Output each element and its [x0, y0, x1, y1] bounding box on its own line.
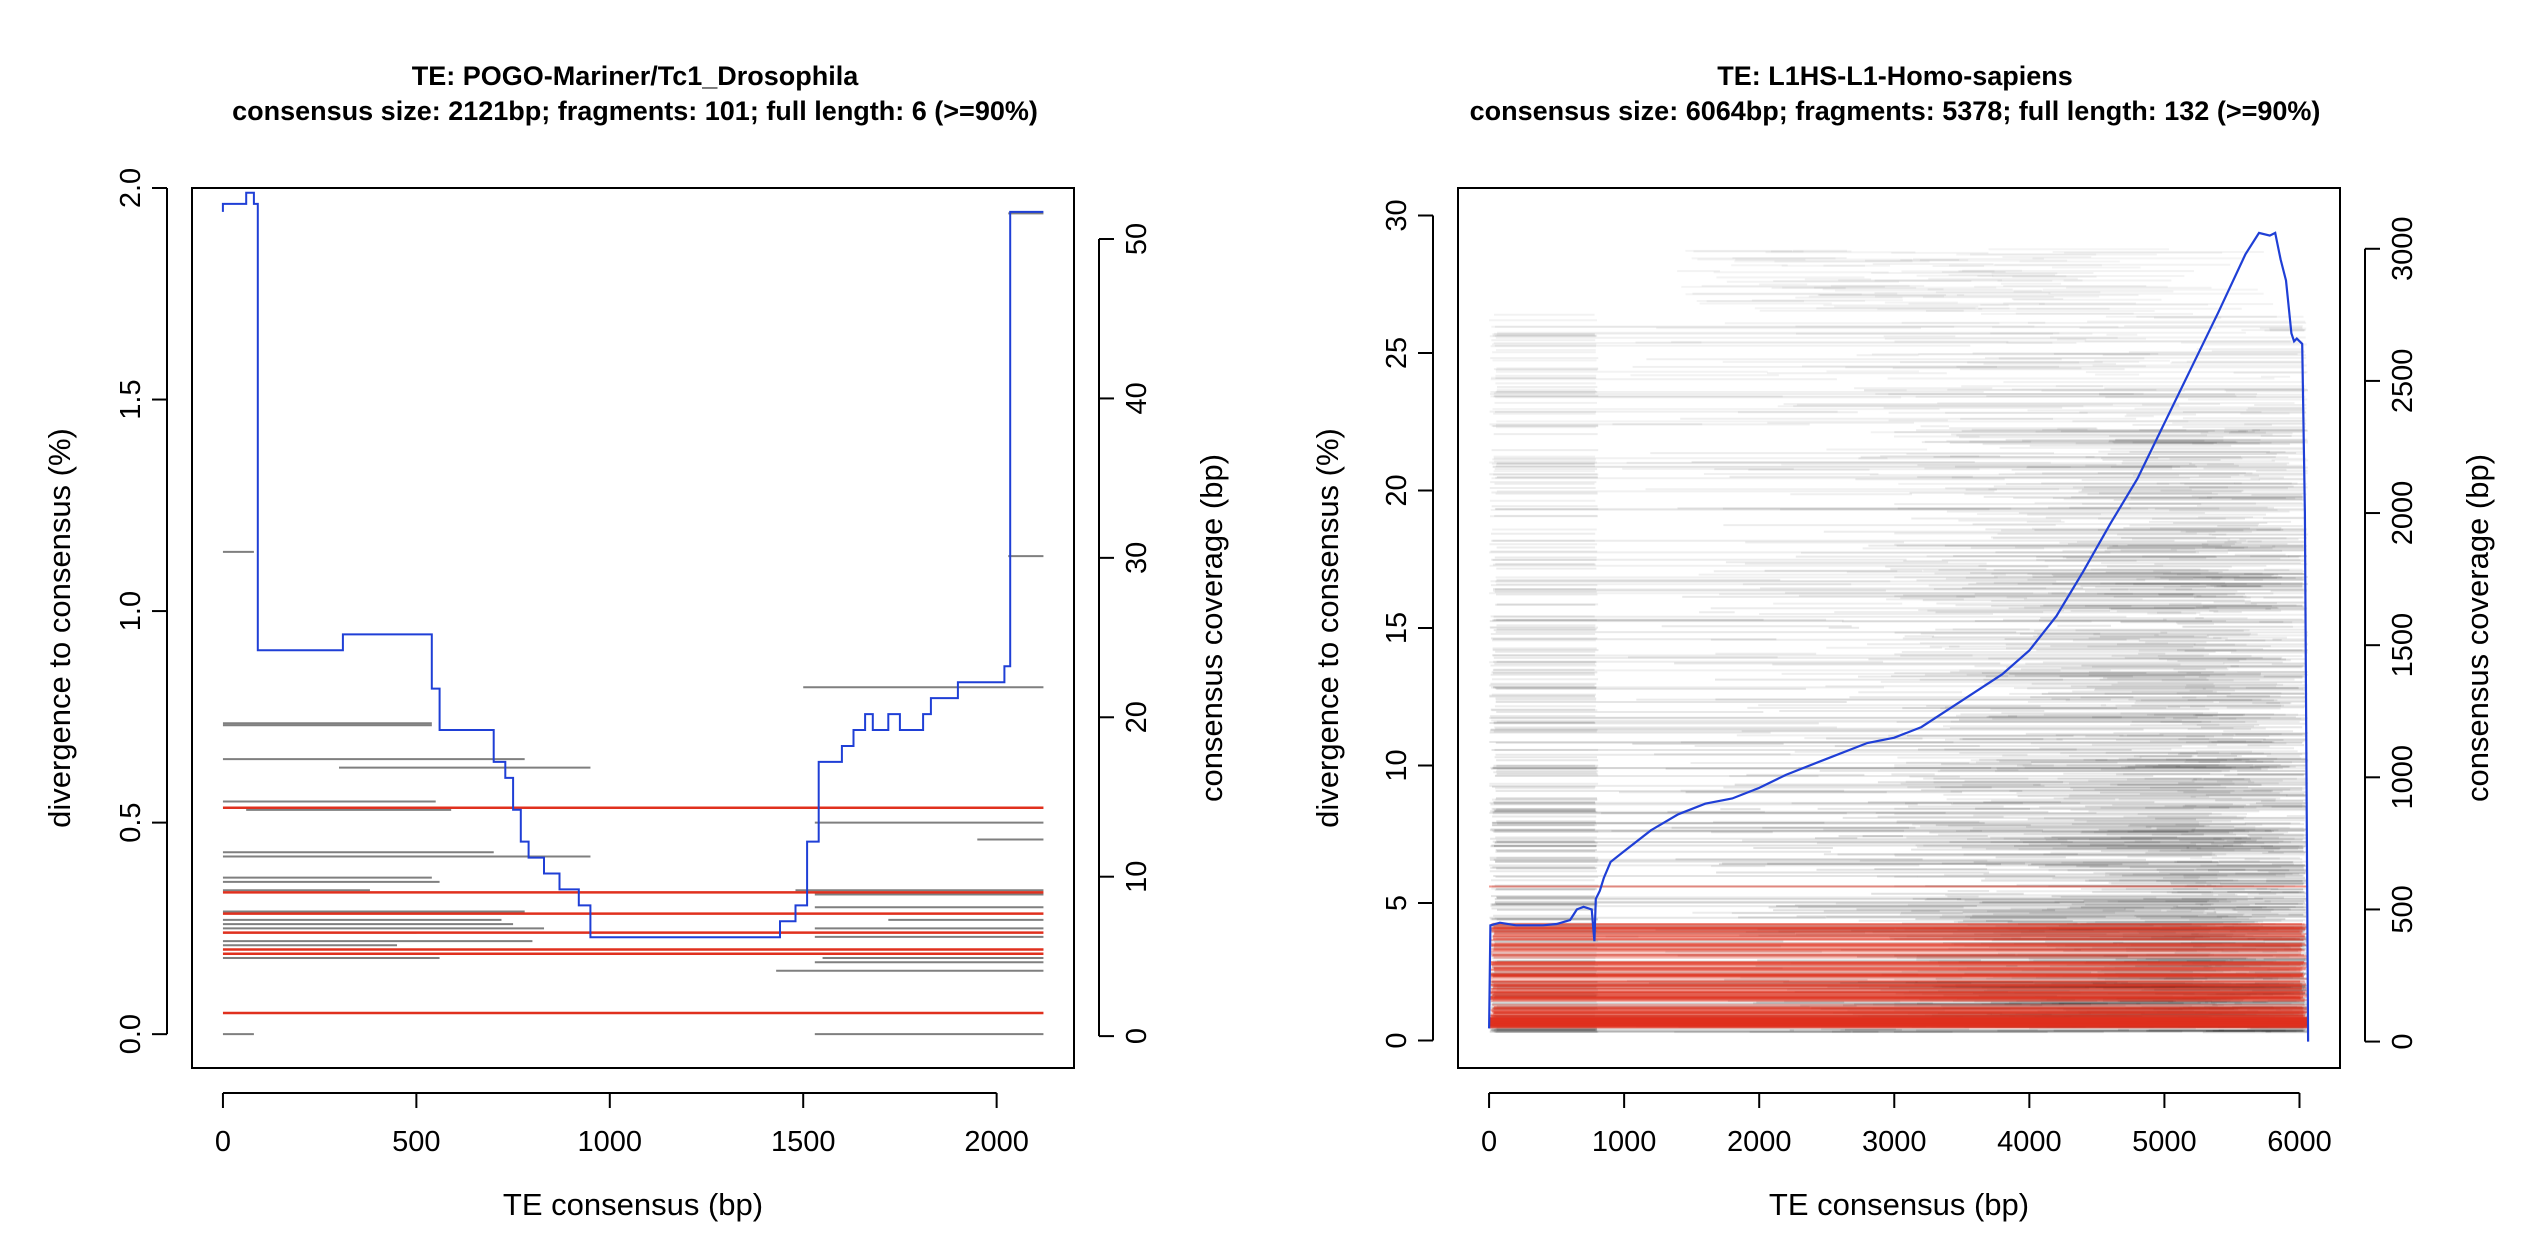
y2-tick-label: 10 [1121, 861, 1153, 893]
right-y2-axis-label: consensus coverage (bp) [2460, 454, 2495, 802]
x-tick-label: 0 [1481, 1126, 1497, 1158]
right-x-axis-label: TE consensus (bp) [1769, 1187, 2029, 1222]
left-x-axis: 0 500 1000 1500 2000 [215, 1092, 1029, 1158]
right-fragments [1489, 248, 2309, 1034]
y2-tick-label: 0 [2387, 1034, 2419, 1050]
x-tick-label: 0 [215, 1126, 231, 1158]
y2-tick-label: 2500 [2387, 349, 2419, 414]
y2-tick-label: 0 [1121, 1028, 1153, 1044]
x-tick-label: 1000 [1592, 1126, 1657, 1158]
left-full-length-fragments [222, 806, 1044, 1015]
right-plot-frame [1457, 187, 2341, 1069]
right-chart-title: TE: L1HS-L1-Homo-sapiens [1717, 61, 2073, 91]
y2-tick-label: 30 [1121, 542, 1153, 574]
x-tick-label: 1000 [578, 1126, 643, 1158]
y2-tick-label: 1000 [2387, 745, 2419, 810]
y-tick-label: 0.0 [115, 1014, 147, 1054]
left-y-axis-label: divergence to consensus (%) [42, 428, 77, 828]
y-tick-label: 30 [1381, 199, 1413, 231]
y-tick-label: 0 [1381, 1032, 1413, 1048]
y-tick-label: 15 [1381, 612, 1413, 644]
y-tick-label: 25 [1381, 337, 1413, 369]
y-tick-label: 5 [1381, 895, 1413, 911]
left-y2-axis: 0 10 20 30 40 50 [1098, 223, 1153, 1044]
x-tick-label: 5000 [2132, 1126, 2197, 1158]
y2-tick-label: 40 [1121, 382, 1153, 414]
right-plot-area [1488, 231, 2310, 1042]
left-chart-title: TE: POGO-Mariner/Tc1_Drosophila [412, 61, 860, 91]
x-tick-label: 2000 [964, 1126, 1029, 1158]
y2-tick-label: 2000 [2387, 481, 2419, 546]
left-panel: TE: POGO-Mariner/Tc1_Drosophila consensu… [42, 61, 1229, 1222]
x-tick-label: 1500 [771, 1126, 836, 1158]
y-tick-label: 2.0 [115, 168, 147, 208]
x-tick-label: 4000 [1997, 1126, 2062, 1158]
right-y-axis: 0 5 10 15 20 25 30 [1381, 199, 1434, 1049]
y-tick-label: 1.0 [115, 591, 147, 631]
right-panel: TE: L1HS-L1-Homo-sapiens consensus size:… [1310, 61, 2495, 1222]
x-tick-label: 3000 [1862, 1126, 1927, 1158]
left-coverage-line [221, 191, 1044, 939]
left-y-axis: 0.0 0.5 1.0 1.5 2.0 [115, 168, 168, 1054]
x-tick-label: 2000 [1727, 1126, 1792, 1158]
y2-tick-label: 20 [1121, 701, 1153, 733]
y-tick-label: 1.5 [115, 379, 147, 419]
y-tick-label: 10 [1381, 749, 1413, 781]
y2-tick-label: 50 [1121, 223, 1153, 255]
y-tick-label: 20 [1381, 474, 1413, 506]
y2-tick-label: 1500 [2387, 613, 2419, 678]
right-x-axis: 0 1000 2000 3000 4000 5000 6000 [1481, 1092, 2332, 1158]
y2-tick-label: 500 [2387, 885, 2419, 933]
right-y2-axis: 0 500 1000 1500 2000 2500 3000 [2364, 217, 2419, 1050]
left-x-axis-label: TE consensus (bp) [503, 1187, 763, 1222]
y-tick-label: 0.5 [115, 802, 147, 842]
right-full-length-fragments [1489, 885, 2309, 1029]
left-plot-area [221, 191, 1044, 1036]
right-y-axis-label: divergence to consensus (%) [1310, 428, 1345, 828]
y2-tick-label: 3000 [2387, 217, 2419, 282]
left-plot-frame [191, 187, 1075, 1069]
right-coverage-line [1488, 231, 2310, 1042]
right-chart-subtitle: consensus size: 6064bp; fragments: 5378;… [1470, 96, 2321, 126]
x-tick-label: 500 [392, 1126, 440, 1158]
left-fragments [222, 212, 1044, 1036]
x-tick-label: 6000 [2267, 1126, 2332, 1158]
left-chart-subtitle: consensus size: 2121bp; fragments: 101; … [232, 96, 1038, 126]
left-y2-axis-label: consensus coverage (bp) [1194, 454, 1229, 802]
